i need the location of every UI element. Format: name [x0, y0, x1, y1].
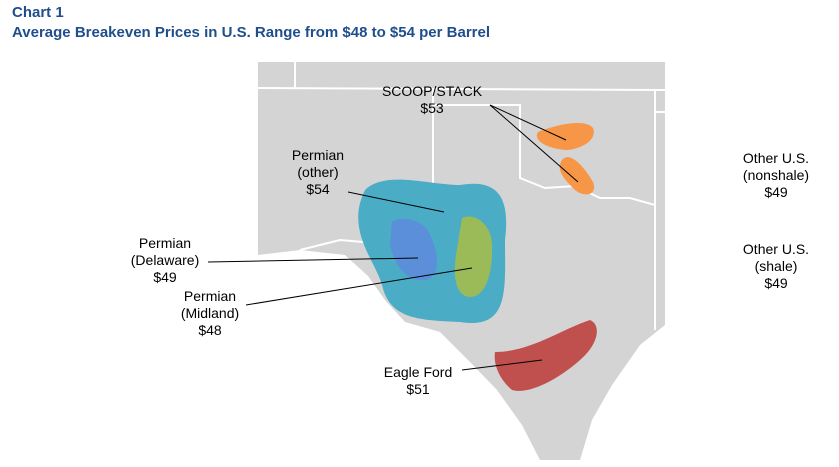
permian-delaware-area: [390, 218, 437, 281]
state-borders: [257, 62, 666, 330]
leader-lines: [207, 104, 579, 371]
region-price: $51: [406, 381, 430, 397]
region-name: (nonshale): [743, 167, 809, 183]
region-name: (Midland): [181, 305, 239, 321]
region-name: Permian: [184, 288, 236, 304]
permian-midland-area: [454, 216, 493, 297]
region-price: $49: [764, 184, 788, 200]
region-name: Eagle Ford: [384, 364, 452, 380]
stack-area: [559, 157, 595, 195]
region-name: (other): [297, 164, 338, 180]
region-price: $48: [198, 322, 222, 338]
chart-label: Chart 1: [12, 4, 64, 21]
eagle-ford-area: [494, 320, 597, 391]
region-price: $49: [153, 269, 177, 285]
region-price: $49: [764, 275, 788, 291]
scoop-area: [536, 123, 594, 150]
region-name: Permian: [292, 147, 344, 163]
region-name: (shale): [755, 258, 798, 274]
chart-title: Average Breakeven Prices in U.S. Range f…: [12, 24, 491, 41]
region-name: Other U.S.: [743, 241, 809, 257]
region-name: (Delaware): [131, 252, 199, 268]
region-price: $53: [420, 100, 444, 116]
region-price: $54: [306, 181, 330, 197]
region-name: SCOOP/STACK: [382, 83, 483, 99]
region-name: Other U.S.: [743, 150, 809, 166]
region-name: Permian: [139, 235, 191, 251]
